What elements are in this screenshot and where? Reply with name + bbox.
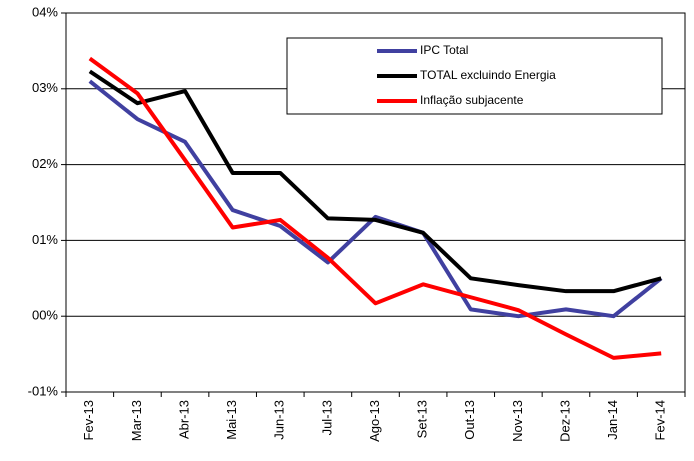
y-tick-label: 01% (32, 232, 58, 247)
legend: IPC Total TOTAL excluindo Energia Inflação… (286, 37, 663, 115)
line-series (88, 56, 662, 360)
x-tick-label: Mar-13 (129, 400, 144, 441)
legend-label: IPC Total (420, 43, 468, 57)
x-tick-label: Out-13 (462, 400, 477, 440)
legend-box (286, 37, 663, 115)
y-tick-label: 04% (32, 4, 58, 19)
x-tick-label: Mai-13 (224, 400, 239, 440)
x-tick-label: Ago-13 (367, 400, 382, 442)
x-tick-label: Dez-13 (557, 400, 572, 442)
x-tick-label: Nov-13 (510, 400, 525, 442)
y-tick-label: 03% (32, 80, 58, 95)
y-tick-label: -01% (28, 383, 59, 398)
x-tick-label: Abr-13 (176, 400, 191, 439)
line-series (88, 79, 663, 319)
y-tick-label: 02% (32, 156, 58, 171)
x-tick-label: Set-13 (415, 400, 430, 438)
legend-label: Inflação subjacente (420, 93, 524, 107)
x-tick-label: Jan-14 (605, 400, 620, 440)
legend-label: TOTAL excluindo Energia (420, 68, 556, 82)
line-series (88, 69, 662, 294)
y-tick-label: 00% (32, 308, 58, 323)
x-tick-label: Fev-14 (653, 400, 668, 440)
x-tick-label: Jul-13 (319, 400, 334, 435)
x-tick-label: Fev-13 (81, 400, 96, 440)
x-tick-label: Jun-13 (272, 400, 287, 440)
